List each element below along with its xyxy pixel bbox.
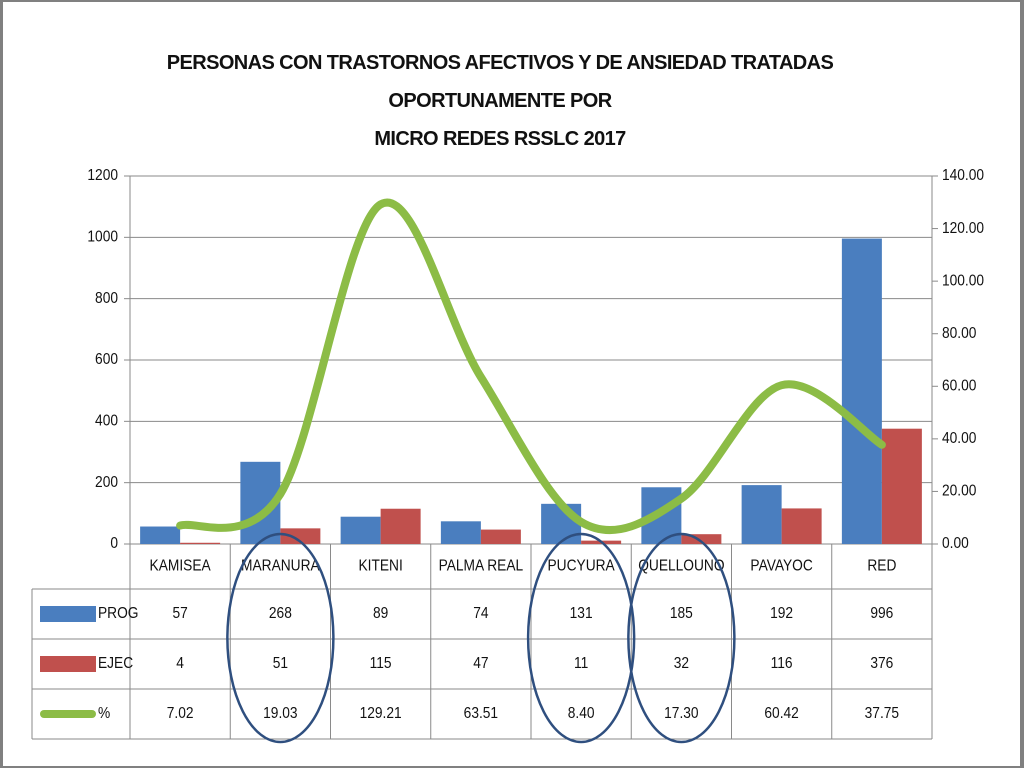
left-axis-tick-label: 1000 [87, 228, 118, 246]
right-axis-tick-label: 80.00 [942, 324, 976, 342]
category-label: KAMISEA [150, 557, 211, 575]
table-cell: 17.30 [664, 704, 698, 722]
bar-ejec [480, 529, 521, 544]
table-cell: 37.75 [865, 704, 899, 722]
category-label: MARANURA [241, 557, 320, 575]
highlight-ellipse [226, 532, 335, 744]
table-cell: 51 [273, 654, 288, 672]
bar-prog [841, 238, 882, 544]
bar-ejec [881, 428, 922, 544]
table-cell: 19.03 [263, 704, 297, 722]
percent-point [580, 521, 582, 523]
category-label: PAVAYOC [750, 557, 813, 575]
table-cell: 32 [674, 654, 689, 672]
bar-ejec [180, 542, 221, 544]
table-cell: 996 [870, 604, 893, 622]
table-cell: 47 [473, 654, 488, 672]
percent-point [680, 498, 682, 500]
left-axis-tick-label: 400 [95, 412, 118, 430]
right-axis-tick-label: 40.00 [942, 429, 976, 447]
right-axis-tick-label: 140.00 [942, 166, 984, 184]
legend-label-prog: PROG [98, 604, 138, 622]
table-cell: 116 [771, 654, 793, 672]
table-cell: 4 [176, 654, 184, 672]
table-cell: 11 [574, 654, 588, 672]
legend-key-ejec [40, 656, 96, 672]
left-axis-tick-label: 0 [110, 534, 118, 552]
bar-prog [340, 516, 381, 544]
table-cell: 185 [670, 604, 693, 622]
table-cell: 131 [570, 604, 593, 622]
legend-label-ejec: EJEC [98, 654, 133, 672]
table-cell: 129.21 [360, 704, 402, 722]
category-label: QUELLOUNO [638, 557, 724, 575]
chart-title-line-1: PERSONAS CON TRASTORNOS AFECTIVOS Y DE A… [166, 52, 834, 112]
table-cell: 192 [770, 604, 793, 622]
table-cell: 63.51 [464, 704, 498, 722]
left-axis-tick-label: 200 [95, 473, 118, 491]
table-cell: 376 [870, 654, 893, 672]
percent-point [380, 203, 382, 205]
percent-point [881, 444, 883, 446]
bar-ejec [380, 508, 421, 544]
bar-ejec [781, 508, 822, 544]
chart-title-line-2: MICRO REDES RSSLC 2017 [374, 128, 626, 150]
table-cell: 57 [172, 604, 187, 622]
bar-prog [741, 485, 782, 544]
bar-ejec [280, 528, 321, 544]
right-axis-tick-label: 20.00 [942, 482, 976, 500]
table-cell: 89 [373, 604, 388, 622]
table-cell: 7.02 [167, 704, 194, 722]
table-cell: 115 [370, 654, 392, 672]
category-label: PALMA REAL [439, 557, 524, 575]
left-axis-tick-label: 800 [95, 289, 118, 307]
right-axis-tick-label: 100.00 [942, 271, 984, 289]
chart-title: PERSONAS CON TRASTORNOS AFECTIVOS Y DE A… [100, 44, 900, 158]
highlight-ellipse [526, 532, 636, 744]
legend-label-percent: % [98, 704, 110, 722]
category-label: KITENI [358, 557, 402, 575]
legend-key-prog [40, 606, 96, 622]
percent-point [279, 493, 281, 495]
left-axis-tick-label: 600 [95, 350, 118, 368]
table-cell: 8.40 [568, 704, 595, 722]
table-cell: 60.42 [764, 704, 798, 722]
percent-point [781, 384, 783, 386]
percent-point [179, 525, 181, 527]
percent-series-line [176, 198, 886, 535]
right-axis-tick-label: 120.00 [942, 219, 984, 237]
percent-point [480, 376, 482, 378]
category-label: RED [867, 557, 896, 575]
left-axis-tick-label: 1200 [87, 166, 118, 184]
bar-prog [140, 526, 181, 544]
bar-prog [541, 503, 582, 544]
category-label: PUCYURA [548, 557, 615, 575]
bar-ejec [681, 534, 722, 544]
table-cell: 268 [269, 604, 292, 622]
bar-prog [440, 521, 481, 544]
table-cell: 74 [473, 604, 488, 622]
right-axis-tick-label: 0.00 [942, 534, 969, 552]
highlight-ellipse [627, 532, 736, 744]
right-axis-tick-label: 60.00 [942, 377, 976, 395]
